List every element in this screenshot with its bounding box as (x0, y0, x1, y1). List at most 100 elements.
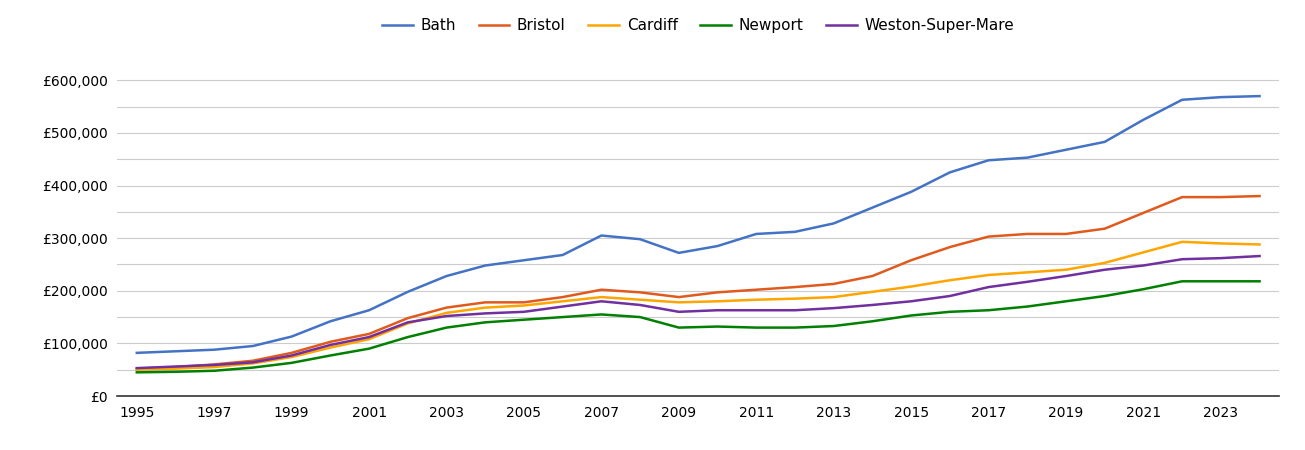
Newport (865, 319, 881, 324)
Weston-Super-Mare (981, 284, 997, 290)
Weston-Super-Mare (1058, 273, 1074, 279)
Bristol (206, 362, 222, 367)
Bristol (478, 300, 493, 305)
Weston-Super-Mare (942, 293, 958, 299)
Newport (671, 325, 686, 330)
Bristol (594, 287, 609, 292)
Bath (632, 237, 647, 242)
Newport (245, 365, 261, 370)
Bristol (748, 287, 763, 292)
Newport (555, 315, 570, 320)
Bath (129, 350, 145, 356)
Newport (981, 307, 997, 313)
Newport (361, 346, 377, 351)
Bristol (245, 358, 261, 364)
Line: Bristol: Bristol (137, 196, 1259, 369)
Newport (1096, 293, 1112, 299)
Newport (748, 325, 763, 330)
Weston-Super-Mare (787, 307, 803, 313)
Weston-Super-Mare (632, 302, 647, 308)
Bath (1212, 94, 1228, 100)
Bath (478, 263, 493, 268)
Bath (710, 243, 726, 249)
Cardiff (206, 364, 222, 370)
Cardiff (129, 367, 145, 373)
Newport (594, 312, 609, 317)
Bristol (517, 300, 532, 305)
Newport (168, 369, 184, 374)
Line: Cardiff: Cardiff (137, 242, 1259, 370)
Weston-Super-Mare (361, 334, 377, 340)
Cardiff (787, 296, 803, 302)
Weston-Super-Mare (438, 313, 454, 319)
Cardiff (361, 337, 377, 342)
Bath (1019, 155, 1035, 160)
Legend: Bath, Bristol, Cardiff, Newport, Weston-Super-Mare: Bath, Bristol, Cardiff, Newport, Weston-… (376, 12, 1021, 40)
Bath (787, 229, 803, 234)
Bath (168, 349, 184, 354)
Bristol (322, 339, 338, 345)
Newport (438, 325, 454, 330)
Bath (438, 273, 454, 279)
Bristol (1019, 231, 1035, 237)
Bath (245, 343, 261, 349)
Bristol (903, 257, 919, 263)
Bristol (1174, 194, 1190, 200)
Bristol (981, 234, 997, 239)
Weston-Super-Mare (710, 307, 726, 313)
Newport (1251, 279, 1267, 284)
Bristol (1135, 210, 1151, 216)
Cardiff (903, 284, 919, 289)
Newport (1019, 304, 1035, 309)
Newport (632, 315, 647, 320)
Bristol (826, 281, 842, 287)
Weston-Super-Mare (594, 299, 609, 304)
Weston-Super-Mare (1096, 267, 1112, 272)
Line: Newport: Newport (137, 281, 1259, 372)
Bath (399, 289, 415, 294)
Bath (517, 257, 532, 263)
Newport (1212, 279, 1228, 284)
Bath (865, 205, 881, 210)
Bath (1251, 94, 1267, 99)
Cardiff (245, 361, 261, 366)
Bath (361, 307, 377, 313)
Weston-Super-Mare (671, 309, 686, 315)
Bath (594, 233, 609, 238)
Newport (903, 313, 919, 318)
Line: Bath: Bath (137, 96, 1259, 353)
Cardiff (1174, 239, 1190, 244)
Newport (826, 323, 842, 328)
Cardiff (632, 297, 647, 302)
Newport (942, 309, 958, 315)
Line: Weston-Super-Mare: Weston-Super-Mare (137, 256, 1259, 368)
Bath (322, 319, 338, 324)
Bristol (865, 273, 881, 279)
Cardiff (1019, 270, 1035, 275)
Cardiff (748, 297, 763, 302)
Weston-Super-Mare (245, 360, 261, 365)
Cardiff (1096, 260, 1112, 265)
Cardiff (826, 294, 842, 300)
Newport (1174, 279, 1190, 284)
Weston-Super-Mare (478, 310, 493, 316)
Weston-Super-Mare (206, 362, 222, 368)
Cardiff (865, 289, 881, 294)
Weston-Super-Mare (168, 364, 184, 369)
Cardiff (168, 366, 184, 371)
Bristol (399, 315, 415, 321)
Weston-Super-Mare (865, 302, 881, 308)
Cardiff (399, 321, 415, 326)
Weston-Super-Mare (129, 365, 145, 371)
Bristol (710, 290, 726, 295)
Cardiff (283, 354, 299, 360)
Bath (206, 347, 222, 352)
Cardiff (594, 294, 609, 300)
Cardiff (710, 299, 726, 304)
Bristol (129, 366, 145, 371)
Bristol (1212, 194, 1228, 200)
Bath (555, 252, 570, 258)
Cardiff (322, 345, 338, 350)
Bath (1058, 147, 1074, 153)
Weston-Super-Mare (1174, 256, 1190, 262)
